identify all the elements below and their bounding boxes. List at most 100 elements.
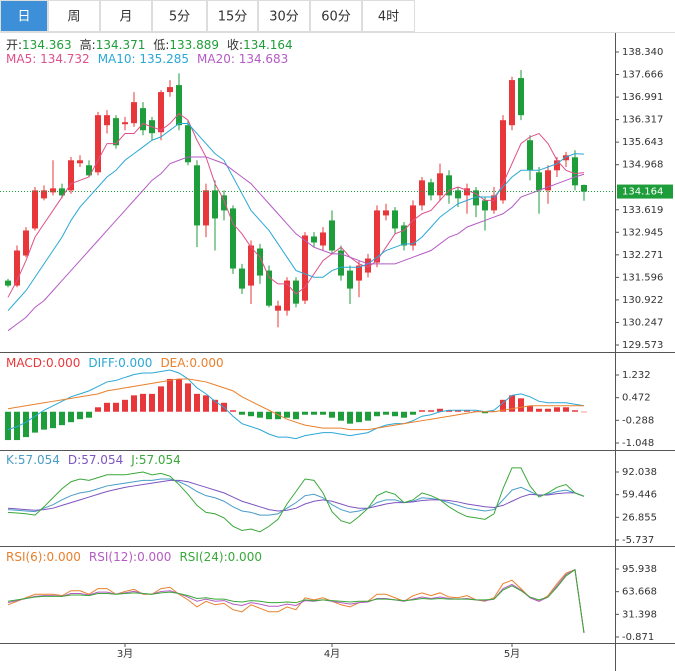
y-tick-label: 59.446: [622, 490, 657, 501]
y-tick-label: 92.038: [622, 467, 657, 478]
tab-label[interactable]: 5分: [169, 10, 190, 25]
y-tick-label: 129.573: [622, 340, 663, 351]
tab-label[interactable]: 15分: [218, 10, 248, 25]
tab-label[interactable]: 月: [119, 10, 132, 25]
candle-body: [248, 245, 254, 286]
tab-label[interactable]: 30分: [269, 10, 299, 25]
y-tick-label: 26.855: [622, 512, 657, 523]
tab-label[interactable]: 60分: [321, 10, 351, 25]
tab-label[interactable]: 4时: [378, 10, 399, 25]
legend-value: 0.000: [189, 356, 223, 370]
legend-label: 开:: [6, 38, 22, 52]
macd-bar: [563, 407, 569, 412]
macd-bar: [482, 411, 488, 414]
macd-bar: [410, 411, 416, 415]
macd-bar: [293, 411, 299, 420]
series-line: [7, 156, 585, 332]
candle-body: [437, 173, 443, 196]
candle-body: [167, 87, 173, 93]
candle-body: [113, 118, 119, 146]
macd-bar: [572, 410, 578, 412]
tab[interactable]: [48, 0, 100, 32]
candle-body: [446, 175, 452, 196]
tab[interactable]: [362, 0, 415, 32]
legend-value: 57.054: [18, 453, 60, 467]
macd-bar: [356, 411, 362, 423]
candle-body: [86, 165, 92, 176]
macd-bar: [212, 399, 218, 412]
macd-bar: [428, 410, 434, 412]
macd-bar: [32, 411, 38, 433]
series-line: [7, 467, 585, 533]
macd-bar: [554, 407, 560, 412]
legend-label: RSI(24):: [179, 550, 227, 564]
legend-value: 0.000: [228, 550, 262, 564]
candle-body: [419, 180, 425, 206]
macd-bar: [320, 411, 326, 415]
tab[interactable]: [152, 0, 207, 32]
macd-bar: [203, 395, 209, 412]
macd-bar: [347, 411, 353, 424]
legend-label: MA20:: [197, 52, 235, 66]
macd-bar: [50, 411, 56, 429]
series-line: [7, 112, 585, 298]
tab[interactable]: [0, 0, 48, 32]
macd-bar: [131, 395, 137, 412]
candle-body: [23, 230, 29, 256]
y-tick-label: -1.048: [622, 438, 654, 449]
candle-body: [212, 190, 218, 219]
tab-label[interactable]: 周: [67, 10, 80, 25]
y-tick-label: 0.472: [622, 393, 651, 404]
macd-bar: [23, 411, 29, 438]
macd-bar: [284, 411, 290, 418]
candle-body: [95, 115, 101, 173]
candle-body: [563, 155, 569, 161]
macd-bar: [536, 408, 542, 412]
candle-body: [401, 225, 407, 246]
tab[interactable]: [310, 0, 362, 32]
candle-body: [104, 115, 110, 126]
macd-bar: [77, 411, 83, 420]
candle-body: [392, 210, 398, 229]
y-tick-label: 131.596: [622, 272, 663, 283]
series-line: [7, 568, 585, 633]
candle-body: [374, 210, 380, 263]
candle-body: [365, 258, 371, 273]
macd-bar: [419, 410, 425, 412]
x-tick-label: 5月: [504, 648, 520, 660]
macd-bar: [545, 408, 551, 412]
macd-bar: [14, 411, 20, 441]
tab[interactable]: [258, 0, 310, 32]
legend-value: 134.371: [96, 38, 146, 52]
macd-bar: [257, 411, 263, 418]
tab[interactable]: [207, 0, 258, 32]
candle-body: [464, 188, 470, 196]
tab[interactable]: [100, 0, 152, 32]
legend-value: 134.683: [235, 52, 288, 66]
macd-bar: [437, 408, 443, 412]
macd-bar: [122, 399, 128, 412]
legend-value: 0.000: [118, 356, 152, 370]
candle-body: [536, 172, 542, 191]
candle-body: [185, 125, 191, 163]
macd-bar: [392, 411, 398, 417]
macd-bar: [158, 386, 164, 412]
candle-body: [572, 157, 578, 186]
candle-body: [140, 108, 146, 131]
legend-label: RSI(6):: [6, 550, 47, 564]
macd-bar: [95, 407, 101, 412]
candle-body: [356, 265, 362, 281]
macd-bar: [176, 378, 182, 412]
macd-bar: [527, 405, 533, 412]
legend-label: MA10:: [98, 52, 136, 66]
legend-value: 0.000: [137, 550, 171, 564]
candle-body: [455, 190, 461, 199]
legend-value: 57.054: [81, 453, 123, 467]
legend-label: MA5:: [6, 52, 36, 66]
macd-bar: [104, 402, 110, 412]
legend: RSI(6):0.000 RSI(12):0.000 RSI(24):0.000: [6, 550, 262, 564]
tab-label[interactable]: 日: [17, 10, 30, 25]
candle-body: [500, 120, 506, 201]
y-tick-label: 132.945: [622, 227, 663, 238]
